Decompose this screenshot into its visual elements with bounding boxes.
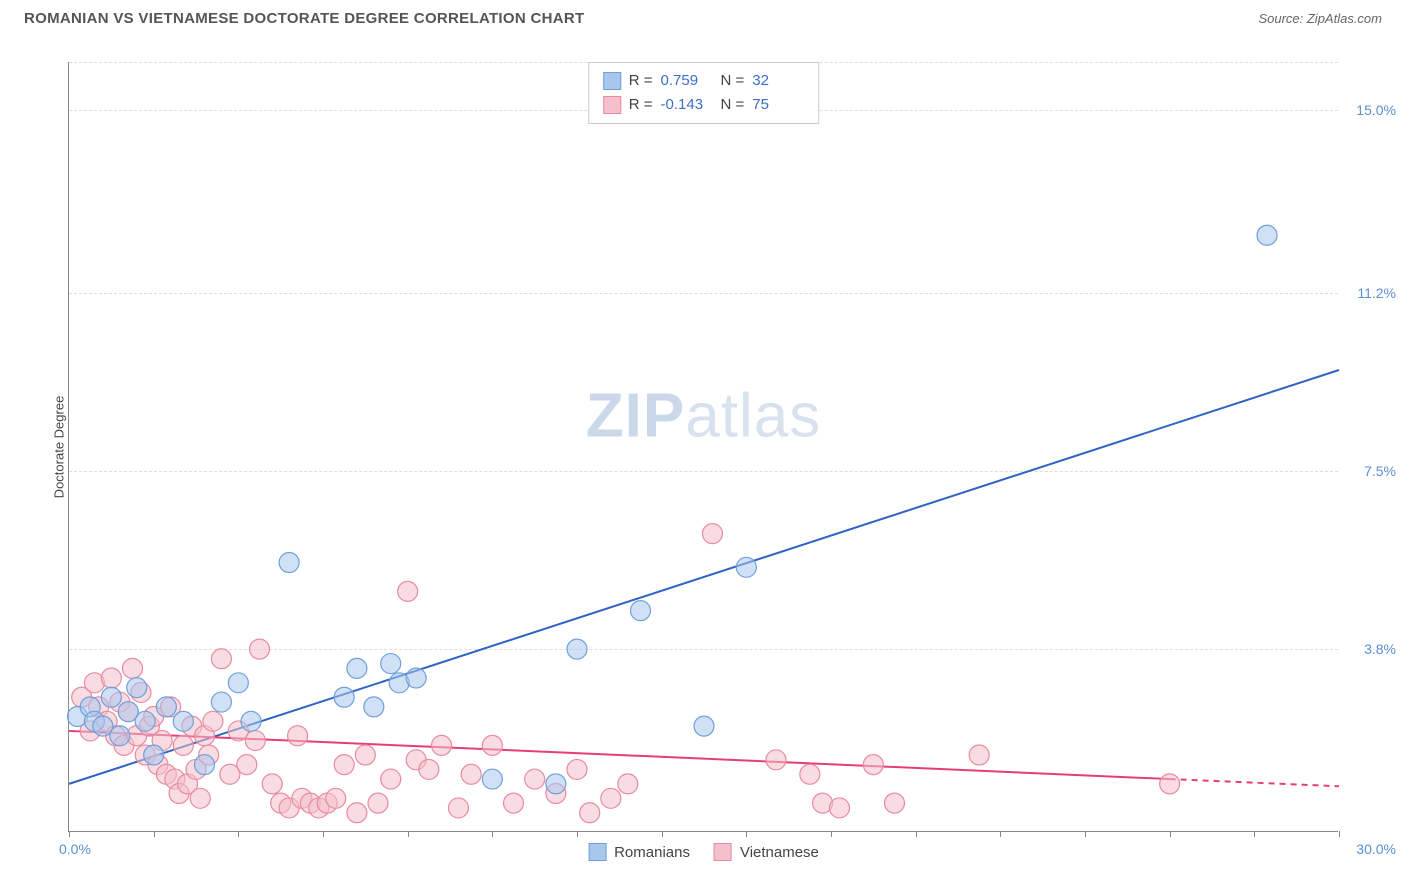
scatter-point bbox=[432, 735, 452, 755]
scatter-point bbox=[546, 774, 566, 794]
scatter-point bbox=[110, 726, 130, 746]
stats-row-romanians: R = 0.759 N = 32 bbox=[603, 69, 805, 93]
scatter-point bbox=[279, 553, 299, 573]
r-value-vietnamese: -0.143 bbox=[661, 93, 713, 117]
legend-item-romanians: Romanians bbox=[588, 843, 690, 861]
points-layer bbox=[69, 62, 1339, 832]
r-value-romanians: 0.759 bbox=[661, 69, 713, 93]
scatter-point bbox=[355, 745, 375, 765]
scatter-point bbox=[194, 755, 214, 775]
xtick-max-label: 30.0% bbox=[1356, 841, 1396, 857]
scatter-point bbox=[448, 798, 468, 818]
scatter-point bbox=[766, 750, 786, 770]
xtick-min-label: 0.0% bbox=[59, 841, 91, 857]
scatter-point bbox=[334, 687, 354, 707]
scatter-point bbox=[580, 803, 600, 823]
scatter-point bbox=[694, 716, 714, 736]
scatter-point bbox=[135, 711, 155, 731]
scatter-point bbox=[885, 793, 905, 813]
scatter-point bbox=[241, 711, 261, 731]
scatter-point bbox=[144, 745, 164, 765]
scatter-point bbox=[245, 731, 265, 751]
scatter-point bbox=[173, 735, 193, 755]
scatter-point bbox=[618, 774, 638, 794]
scatter-point bbox=[326, 788, 346, 808]
scatter-point bbox=[631, 601, 651, 621]
stats-row-vietnamese: R = -0.143 N = 75 bbox=[603, 93, 805, 117]
r-label: R = bbox=[629, 69, 653, 93]
legend-swatch-vietnamese bbox=[714, 843, 732, 861]
scatter-point bbox=[601, 788, 621, 808]
scatter-point bbox=[398, 581, 418, 601]
scatter-point bbox=[347, 803, 367, 823]
scatter-point bbox=[406, 668, 426, 688]
scatter-point bbox=[250, 639, 270, 659]
scatter-point bbox=[334, 755, 354, 775]
legend-item-vietnamese: Vietnamese bbox=[714, 843, 819, 861]
legend-label-vietnamese: Vietnamese bbox=[740, 844, 819, 861]
n-value-vietnamese: 75 bbox=[752, 93, 804, 117]
scatter-point bbox=[190, 788, 210, 808]
legend-bottom: Romanians Vietnamese bbox=[588, 843, 819, 861]
scatter-point bbox=[482, 735, 502, 755]
scatter-point bbox=[211, 649, 231, 669]
source-name: ZipAtlas.com bbox=[1307, 11, 1382, 26]
scatter-point bbox=[800, 764, 820, 784]
legend-swatch-romanians bbox=[588, 843, 606, 861]
scatter-point bbox=[173, 711, 193, 731]
scatter-point bbox=[863, 755, 883, 775]
scatter-point bbox=[368, 793, 388, 813]
scatter-point bbox=[211, 692, 231, 712]
scatter-point bbox=[567, 759, 587, 779]
scatter-point bbox=[736, 557, 756, 577]
scatter-point bbox=[101, 668, 121, 688]
scatter-point bbox=[419, 759, 439, 779]
scatter-point bbox=[829, 798, 849, 818]
ytick-label: 15.0% bbox=[1356, 102, 1396, 118]
scatter-point bbox=[567, 639, 587, 659]
chart-container: Doctorate Degree ZIPatlas 3.8%7.5%11.2%1… bbox=[20, 40, 1386, 860]
legend-label-romanians: Romanians bbox=[614, 844, 690, 861]
n-label: N = bbox=[721, 69, 745, 93]
scatter-point bbox=[525, 769, 545, 789]
scatter-point bbox=[262, 774, 282, 794]
scatter-point bbox=[381, 654, 401, 674]
scatter-point bbox=[156, 697, 176, 717]
ytick-label: 11.2% bbox=[1357, 285, 1396, 301]
plot-area: Doctorate Degree ZIPatlas 3.8%7.5%11.2%1… bbox=[68, 62, 1338, 832]
scatter-point bbox=[288, 726, 308, 746]
r-label: R = bbox=[629, 93, 653, 117]
scatter-point bbox=[1160, 774, 1180, 794]
header-row: ROMANIAN VS VIETNAMESE DOCTORATE DEGREE … bbox=[0, 0, 1406, 33]
scatter-point bbox=[364, 697, 384, 717]
scatter-point bbox=[504, 793, 524, 813]
xtick-mark bbox=[1339, 831, 1340, 837]
swatch-vietnamese bbox=[603, 96, 621, 114]
scatter-point bbox=[461, 764, 481, 784]
scatter-point bbox=[1257, 225, 1277, 245]
y-axis-label: Doctorate Degree bbox=[52, 395, 67, 498]
source-label: Source: bbox=[1258, 11, 1306, 26]
stats-legend-box: R = 0.759 N = 32 R = -0.143 N = 75 bbox=[588, 62, 820, 124]
scatter-point bbox=[127, 678, 147, 698]
n-value-romanians: 32 bbox=[752, 69, 804, 93]
scatter-point bbox=[702, 524, 722, 544]
scatter-point bbox=[347, 658, 367, 678]
ytick-label: 3.8% bbox=[1364, 641, 1396, 657]
scatter-point bbox=[482, 769, 502, 789]
source-attribution: Source: ZipAtlas.com bbox=[1258, 11, 1382, 26]
chart-title: ROMANIAN VS VIETNAMESE DOCTORATE DEGREE … bbox=[24, 10, 584, 27]
scatter-point bbox=[203, 711, 223, 731]
scatter-point bbox=[381, 769, 401, 789]
scatter-point bbox=[237, 755, 257, 775]
scatter-point bbox=[228, 673, 248, 693]
scatter-point bbox=[123, 658, 143, 678]
swatch-romanians bbox=[603, 72, 621, 90]
n-label: N = bbox=[721, 93, 745, 117]
scatter-point bbox=[101, 687, 121, 707]
scatter-point bbox=[969, 745, 989, 765]
ytick-label: 7.5% bbox=[1364, 463, 1396, 479]
